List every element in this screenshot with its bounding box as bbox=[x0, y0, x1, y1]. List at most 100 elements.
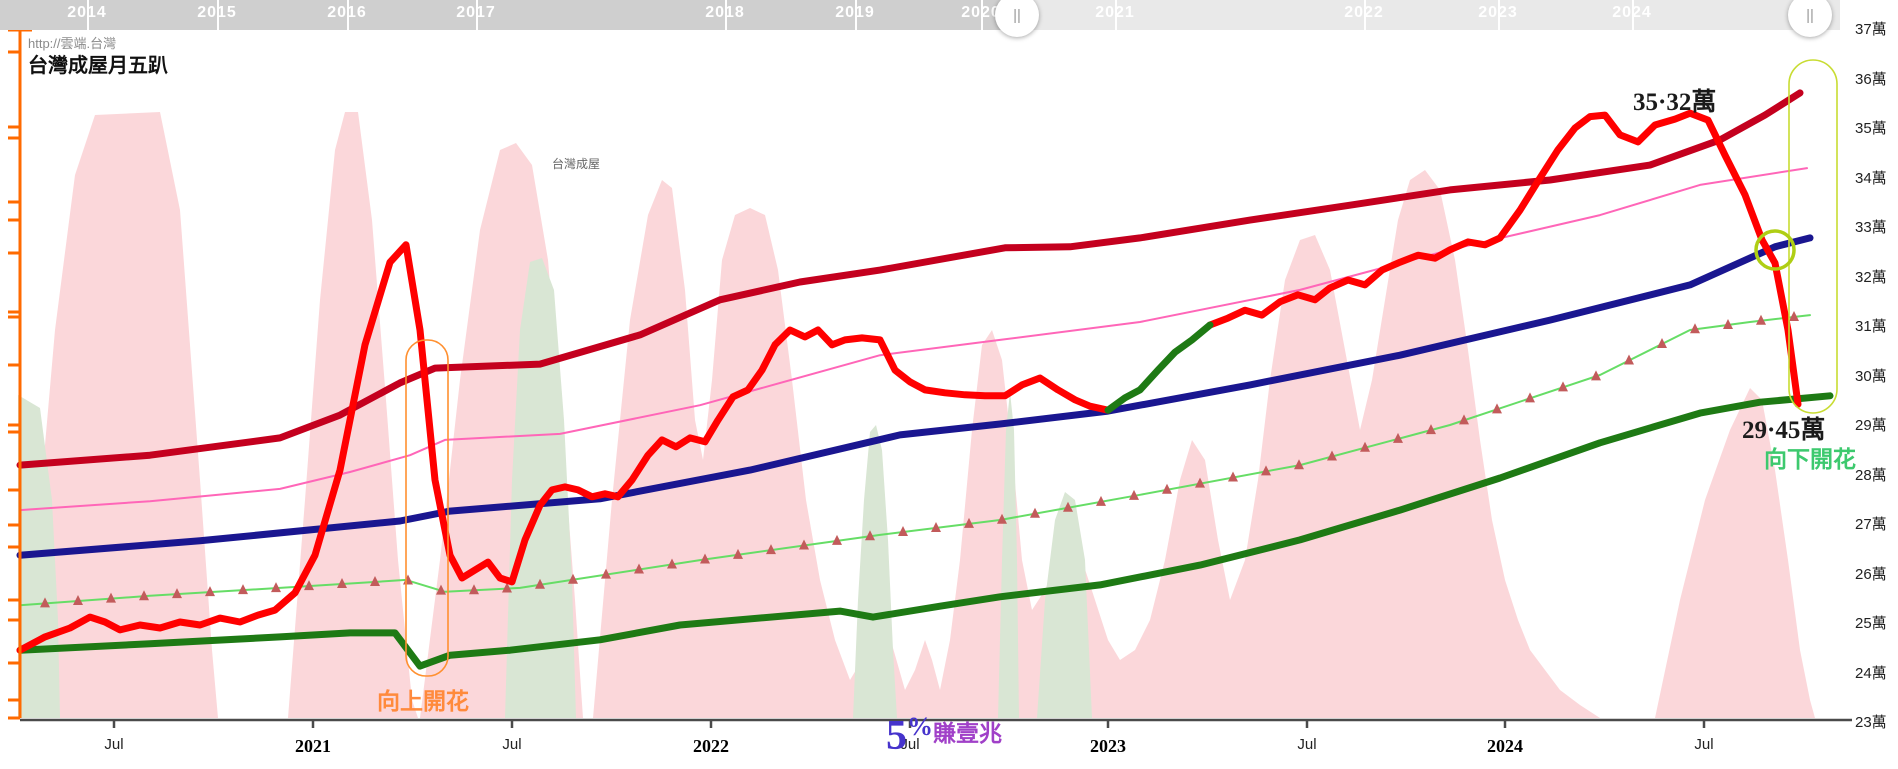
triangle-marker bbox=[1261, 465, 1271, 476]
y-axis-label: 26萬 bbox=[1855, 566, 1887, 583]
peak-value-label: 35·32萬 bbox=[1633, 89, 1717, 116]
price-red-a-line bbox=[16, 241, 1112, 654]
triangle-marker bbox=[1789, 310, 1799, 321]
triangle-marker bbox=[469, 584, 479, 595]
slogan-text: 賺壹兆 bbox=[933, 720, 1002, 746]
x-axis-year-label: 2021 bbox=[295, 736, 331, 756]
triangle-marker bbox=[799, 539, 809, 550]
triangle-marker bbox=[1162, 483, 1172, 494]
triangle-marker bbox=[1690, 323, 1700, 334]
navigator-handle-left[interactable]: || bbox=[995, 0, 1039, 37]
x-axis-year-label: 2024 bbox=[1487, 736, 1523, 756]
price-green-segment-line bbox=[1104, 321, 1214, 414]
triangle-marker bbox=[337, 578, 347, 589]
navigator-year-tick bbox=[1364, 0, 1366, 30]
up-bloom-highlight bbox=[405, 339, 449, 677]
y-axis-label: 25萬 bbox=[1855, 615, 1887, 632]
slogan-label: 5%賺壹兆 bbox=[886, 712, 1002, 757]
navigator-year-label: 2018 bbox=[705, 4, 745, 21]
bottom-axis-line bbox=[20, 718, 1852, 728]
y-axis-label: 23萬 bbox=[1855, 714, 1887, 731]
y-axis-label: 28萬 bbox=[1855, 467, 1887, 484]
pink-band-4-area bbox=[593, 170, 1600, 718]
triangle-marker bbox=[667, 558, 677, 569]
green-band-2-area bbox=[505, 258, 576, 718]
page-url: http://雲端.台灣 bbox=[28, 36, 117, 51]
triangle-marker bbox=[1591, 370, 1601, 381]
triangle-marker bbox=[898, 526, 908, 537]
navigator-year-tick bbox=[87, 0, 89, 30]
triangle-marker bbox=[865, 530, 875, 541]
x-axis-month-label: Jul bbox=[502, 736, 522, 753]
slogan-number: 5 bbox=[886, 713, 907, 759]
navigator-year-tick bbox=[476, 0, 478, 30]
x-axis-month-label: Jul bbox=[1297, 736, 1317, 753]
triangle-marker bbox=[997, 513, 1007, 524]
triangle-marker bbox=[436, 584, 446, 595]
triangle-marker bbox=[1360, 441, 1370, 452]
triangle-marker bbox=[601, 568, 611, 579]
upper-trend-5pct-line bbox=[16, 89, 1804, 469]
triangle-marker bbox=[139, 590, 149, 601]
navigator-year-tick bbox=[981, 0, 983, 30]
navigator-year-label: 2017 bbox=[456, 4, 496, 21]
green-band-3-area bbox=[853, 425, 897, 718]
navigator-year-tick bbox=[855, 0, 857, 30]
mid-upper-trend-line bbox=[19, 167, 1808, 512]
left-orange-axis bbox=[8, 28, 32, 720]
navigator-year-label: 2022 bbox=[1344, 4, 1384, 21]
x-axis-month-label: Jul bbox=[900, 736, 920, 753]
triangle-marker bbox=[1393, 432, 1403, 443]
triangle-marker bbox=[304, 580, 314, 591]
latest-value-label: 29·45萬 bbox=[1742, 417, 1826, 444]
triangle-marker bbox=[1063, 501, 1073, 512]
navigator-range-segment[interactable] bbox=[0, 0, 1017, 30]
triangle-marker bbox=[1426, 424, 1436, 435]
navigator-handle-right[interactable]: || bbox=[1788, 0, 1832, 37]
triangle-marker bbox=[370, 575, 380, 586]
triangle-marker bbox=[700, 553, 710, 564]
down-bloom-label: 向下開花 bbox=[1764, 446, 1856, 472]
triangle-marker bbox=[172, 588, 182, 599]
navigator-year-label: 2015 bbox=[197, 4, 237, 21]
navigator-year-tick bbox=[725, 0, 727, 30]
triangle-marker bbox=[106, 592, 116, 603]
triangle-marker bbox=[502, 582, 512, 593]
triangle-marker bbox=[634, 563, 644, 574]
y-axis-label: 29萬 bbox=[1855, 417, 1887, 434]
y-axis-label: 27萬 bbox=[1855, 516, 1887, 533]
y-axis-label: 33萬 bbox=[1855, 219, 1887, 236]
triangle-marker bbox=[271, 582, 281, 593]
triangle-marker bbox=[832, 534, 842, 545]
triangle-marker bbox=[535, 578, 545, 589]
page-title: 台灣成屋月五趴 bbox=[28, 55, 168, 77]
y-axis-label: 34萬 bbox=[1855, 170, 1887, 187]
triangle-marker bbox=[1624, 354, 1634, 365]
navigator-year-tick bbox=[347, 0, 349, 30]
up-bloom-label: 向上開花 bbox=[377, 688, 469, 714]
triangle-marker bbox=[1525, 392, 1535, 403]
triangle-marker bbox=[238, 584, 248, 595]
x-axis-year-label: 2022 bbox=[693, 736, 729, 756]
triangle-marker bbox=[1195, 477, 1205, 488]
triangle-marker bbox=[1228, 471, 1238, 482]
navigator-range-segment[interactable] bbox=[1017, 0, 1840, 30]
y-axis-label: 32萬 bbox=[1855, 269, 1887, 286]
triangle-marker bbox=[1294, 459, 1304, 470]
x-axis-month-label: Jul bbox=[104, 736, 124, 753]
timeline-navigator[interactable]: 2014 2015 2016 2017 2018 2019 2020 2021 2022 2023… bbox=[0, 0, 1840, 37]
triangle-marker bbox=[1558, 381, 1568, 392]
y-axis-label: 31萬 bbox=[1855, 318, 1887, 335]
y-axis-label: 37萬 bbox=[1855, 21, 1887, 38]
triangle-marker bbox=[205, 586, 215, 597]
navigator-year-label: 2023 bbox=[1478, 4, 1518, 21]
triangle-marker bbox=[733, 548, 743, 559]
navigator-year-tick bbox=[217, 0, 219, 30]
series-name-label: 台灣成屋 bbox=[552, 157, 601, 171]
triangle-marker bbox=[1492, 403, 1502, 414]
y-axis-label: 36萬 bbox=[1855, 71, 1887, 88]
navigator-year-tick bbox=[1115, 0, 1117, 30]
cross-down-circle bbox=[1754, 229, 1796, 271]
